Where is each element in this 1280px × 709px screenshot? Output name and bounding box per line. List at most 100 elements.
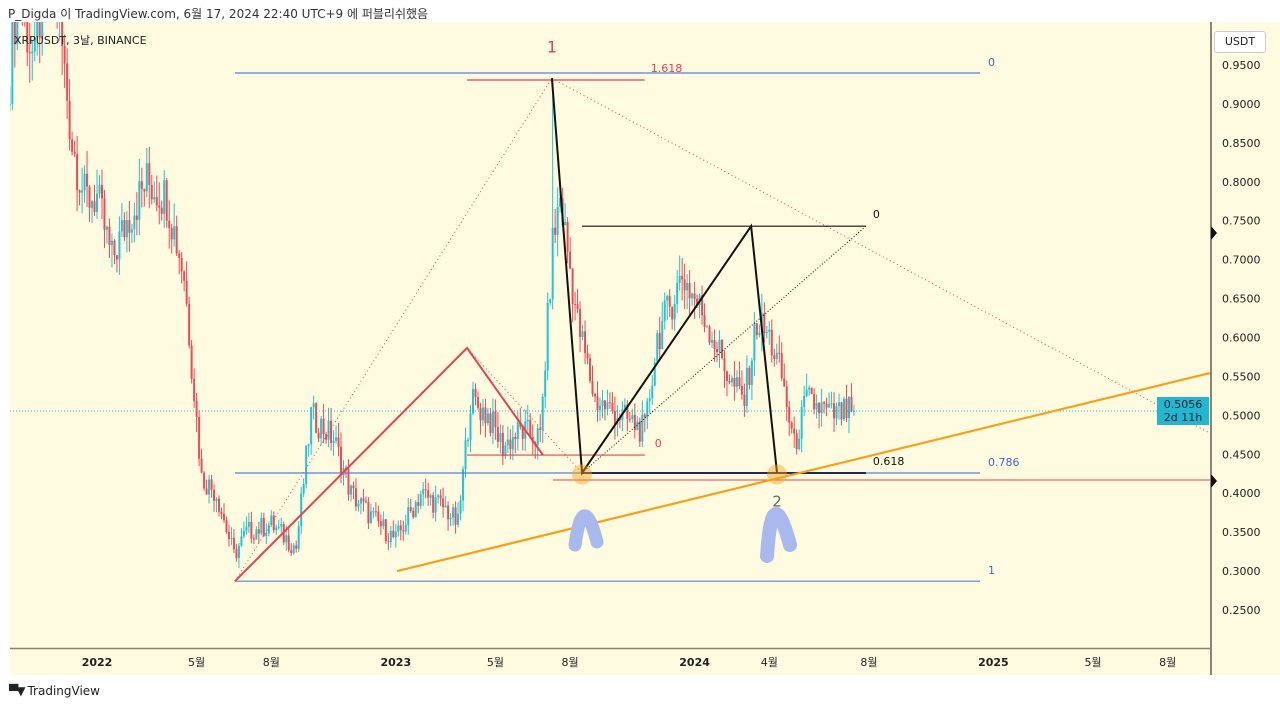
candle-body: [790, 422, 793, 429]
black-abcd-pattern[interactable]: [550, 78, 779, 476]
candle-body: [138, 181, 141, 220]
time-tick-label: 2022: [82, 656, 113, 669]
candle-body: [178, 253, 181, 258]
time-tick-label: 8월: [1159, 656, 1176, 669]
candle-body: [195, 401, 198, 417]
wave-point-label: 2: [772, 492, 782, 510]
candle-body: [364, 501, 367, 503]
black-fib-label: 0: [873, 208, 880, 221]
candle-body: [190, 345, 193, 379]
candle-body: [755, 323, 758, 336]
candle-body: [681, 275, 684, 280]
candle-body: [646, 400, 649, 418]
time-axis[interactable]: 2022 5월 8월 2023 5월 8월 2024 4월 8월 2025 5월 8월: [82, 656, 1177, 669]
candle-body: [434, 497, 437, 513]
currency-button[interactable]: USDT: [1214, 31, 1266, 53]
candle-body: [337, 437, 340, 447]
candle-body: [459, 500, 462, 514]
candle-body: [98, 184, 101, 194]
candle-body: [188, 303, 191, 346]
candle-body: [501, 432, 504, 457]
candle-body: [180, 257, 183, 272]
candle-body: [327, 420, 330, 440]
chart-area[interactable]: [10, 22, 1280, 675]
candle-body: [471, 388, 474, 414]
candle-body: [728, 380, 731, 383]
candle-body: [384, 519, 387, 542]
candle-body: [566, 222, 569, 252]
candle-body: [449, 517, 452, 520]
candle-body: [696, 298, 699, 306]
time-tick-label: 5월: [487, 656, 504, 669]
symbol-label: XRPUSDT, 3날, BINANCE: [14, 34, 147, 47]
fib-level-label: 1: [988, 564, 995, 577]
candle-body: [725, 371, 728, 381]
candle-body: [666, 296, 669, 301]
plot-area[interactable]: 0 0.786 1 1.618 0 0 0.618 1 2: [9, 0, 1211, 582]
candle-body: [404, 525, 407, 532]
time-tick-label: 2025: [978, 656, 1009, 669]
hand-drawn-arch: [568, 509, 604, 552]
candle-body: [484, 407, 487, 424]
candle-body: [19, 0, 21, 6]
candle-body: [429, 495, 432, 498]
candle-body: [245, 526, 248, 531]
candle-body: [780, 353, 783, 379]
candle-body: [407, 507, 410, 526]
candle-body: [551, 227, 554, 300]
candle-body: [83, 173, 86, 191]
candle-body: [392, 530, 395, 538]
price-axis[interactable]: 0.9500 0.9000 0.8500 0.8000 0.7500 0.7000 0.65…: [1222, 59, 1261, 617]
candle-body: [240, 536, 243, 546]
candle-body: [491, 411, 494, 434]
candle-body: [320, 418, 323, 439]
candle-body: [638, 421, 641, 442]
candle-body: [108, 226, 111, 245]
candle-body: [633, 415, 636, 431]
candle-body: [499, 432, 502, 442]
time-tick-label: 5월: [188, 656, 205, 669]
candle-body: [763, 313, 766, 333]
candle-body: [312, 403, 315, 408]
candle-body: [63, 46, 66, 64]
candle-body: [213, 489, 216, 501]
candle-body: [155, 197, 158, 206]
candle-body: [325, 434, 328, 440]
orange-trendline[interactable]: [396, 371, 1211, 573]
candle-body: [432, 495, 435, 513]
candle-body: [125, 220, 128, 238]
candle-body: [91, 201, 94, 208]
candle-body: [208, 479, 211, 495]
candle-body: [300, 493, 303, 527]
candle-body: [220, 511, 223, 514]
candle-body: [820, 402, 823, 414]
candle-body: [96, 193, 98, 212]
candle-body: [24, 12, 26, 13]
candle-body: [569, 251, 572, 269]
candle-body: [439, 495, 442, 499]
candle-body: [541, 396, 544, 431]
candle-body: [813, 393, 816, 410]
candle-body: [335, 437, 338, 441]
candle-body: [536, 428, 539, 446]
candle-body: [529, 419, 532, 438]
candle-body: [88, 186, 91, 208]
candle-body: [369, 511, 372, 524]
candle-body: [362, 498, 365, 502]
candle-body: [118, 231, 121, 260]
candle-body: [110, 240, 113, 245]
candle-body: [718, 339, 721, 353]
candle-body: [76, 154, 79, 191]
red-zigzag-pattern[interactable]: [234, 346, 544, 582]
candle-body: [394, 531, 397, 538]
candle-body: [636, 421, 639, 431]
candle-body: [215, 498, 218, 501]
candle-body: [387, 541, 390, 543]
candle-body: [367, 502, 370, 524]
candle-body: [158, 205, 161, 208]
footer-branding: ▀▼ TradingView: [9, 684, 100, 698]
candle-body: [305, 445, 308, 485]
candle-body: [521, 426, 524, 439]
candle-body: [663, 300, 666, 322]
